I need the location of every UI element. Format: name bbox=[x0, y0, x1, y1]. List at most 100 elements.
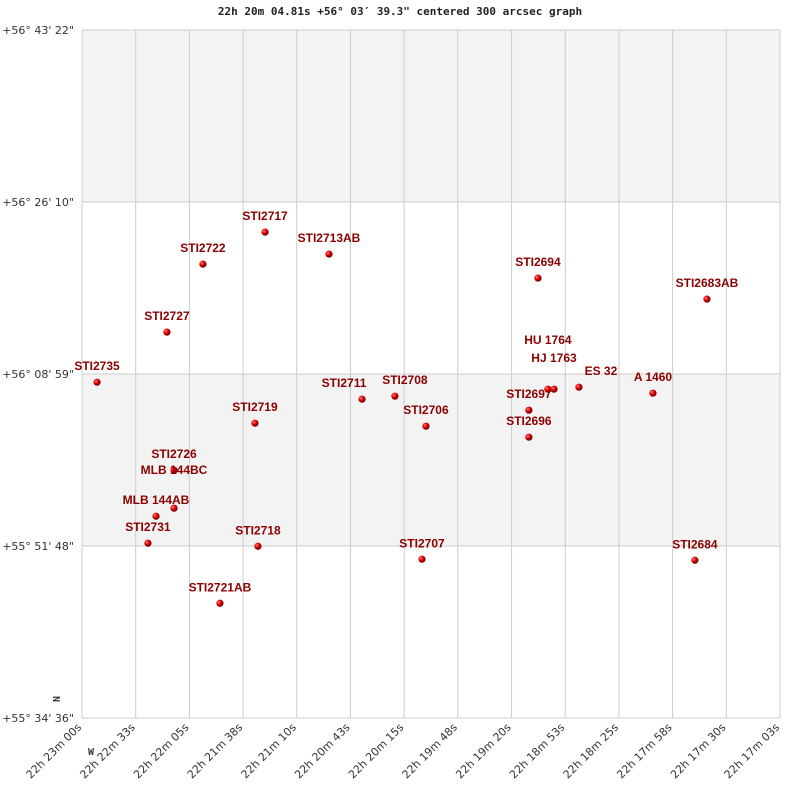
x-tick-label: 22h 18m 53s bbox=[507, 721, 568, 782]
star-label: STI2726 bbox=[151, 447, 197, 461]
star-label: MLB 144BC bbox=[141, 463, 208, 477]
star-marker[interactable] bbox=[199, 260, 207, 268]
star-point[interactable]: A 1460 bbox=[634, 370, 673, 397]
star-marker[interactable] bbox=[152, 512, 160, 520]
star-point[interactable]: STI2727 bbox=[144, 309, 190, 336]
star-marker[interactable] bbox=[525, 433, 533, 441]
star-point[interactable]: STI2735 bbox=[74, 359, 120, 386]
star-label: STI2713AB bbox=[298, 231, 361, 245]
star-label: STI2706 bbox=[403, 403, 449, 417]
y-tick-label: +56° 26' 10" bbox=[2, 196, 74, 209]
star-marker[interactable] bbox=[649, 389, 657, 397]
x-tick-label: 22h 17m 30s bbox=[668, 721, 729, 782]
x-tick-label: 22h 18m 25s bbox=[561, 721, 622, 782]
star-point[interactable]: STI2696 bbox=[506, 414, 552, 441]
star-point[interactable]: ES 32 bbox=[575, 364, 618, 391]
star-marker[interactable] bbox=[391, 392, 399, 400]
star-label: MLB 144AB bbox=[123, 493, 190, 507]
x-tick-label: 22h 22m 05s bbox=[131, 721, 192, 782]
x-tick-label: 22h 21m 38s bbox=[185, 721, 246, 782]
star-point[interactable]: STI2711 bbox=[322, 376, 367, 403]
star-marker[interactable] bbox=[170, 504, 178, 512]
x-tick-label: 22h 21m 10s bbox=[238, 721, 299, 782]
star-label: HU 1764 bbox=[524, 333, 572, 347]
star-marker[interactable] bbox=[703, 295, 711, 303]
star-marker[interactable] bbox=[358, 395, 366, 403]
star-marker[interactable] bbox=[525, 406, 533, 414]
star-label: STI2719 bbox=[232, 400, 278, 414]
star-point[interactable]: STI2726 bbox=[151, 447, 197, 474]
star-label: STI2711 bbox=[322, 376, 367, 390]
x-tick-label: 22h 20m 43s bbox=[292, 721, 353, 782]
star-point[interactable]: HU 1764 bbox=[524, 333, 572, 393]
star-point[interactable]: HJ 1763 bbox=[531, 351, 577, 393]
star-point[interactable]: STI2718 bbox=[235, 523, 281, 550]
north-marker: N bbox=[52, 696, 63, 702]
star-point[interactable]: STI2683AB bbox=[676, 276, 739, 303]
y-tick-label: +55° 34' 36" bbox=[2, 712, 74, 725]
y-tick-label: +56° 43' 22" bbox=[2, 24, 74, 37]
star-label: STI2721AB bbox=[189, 580, 252, 594]
star-point[interactable]: STI2713AB bbox=[298, 231, 361, 258]
star-point[interactable]: STI2706 bbox=[403, 403, 449, 430]
star-label: STI2718 bbox=[235, 523, 281, 537]
star-marker[interactable] bbox=[216, 599, 224, 607]
star-label: STI2694 bbox=[515, 255, 561, 269]
star-point[interactable]: STI2717 bbox=[242, 209, 288, 236]
star-point[interactable]: MLB 144BC bbox=[141, 463, 208, 512]
star-label: STI2696 bbox=[506, 414, 552, 428]
star-point[interactable]: STI2684 bbox=[672, 537, 718, 564]
star-point[interactable]: STI2694 bbox=[515, 255, 561, 282]
star-point[interactable]: STI2722 bbox=[180, 241, 226, 268]
y-tick-label: +55° 51' 48" bbox=[2, 540, 74, 553]
star-point[interactable]: STI2721AB bbox=[189, 580, 252, 607]
star-label: STI2722 bbox=[180, 241, 226, 255]
star-label: STI2727 bbox=[144, 309, 190, 323]
band bbox=[82, 30, 780, 202]
star-marker[interactable] bbox=[144, 539, 152, 547]
star-marker[interactable] bbox=[261, 228, 269, 236]
chart-title: 22h 20m 04.81s +56° 03′ 39.3" centered 3… bbox=[217, 5, 583, 18]
star-marker[interactable] bbox=[170, 466, 178, 474]
star-marker[interactable] bbox=[422, 422, 430, 430]
star-label: STI2707 bbox=[399, 536, 445, 550]
star-label: STI2683AB bbox=[676, 276, 739, 290]
star-label: STI2697 bbox=[506, 387, 552, 401]
star-label: A 1460 bbox=[634, 370, 673, 384]
x-tick-label: 22h 19m 20s bbox=[453, 721, 514, 782]
star-point[interactable]: STI2707 bbox=[399, 536, 445, 563]
star-label: STI2735 bbox=[74, 359, 120, 373]
star-label: STI2684 bbox=[672, 537, 718, 551]
star-marker[interactable] bbox=[691, 556, 699, 564]
x-tick-label: 22h 19m 48s bbox=[400, 721, 461, 782]
x-tick-label: 22h 20m 15s bbox=[346, 721, 407, 782]
star-point[interactable]: STI2708 bbox=[382, 373, 428, 400]
x-tick-label: 22h 17m 58s bbox=[614, 721, 675, 782]
star-marker[interactable] bbox=[163, 328, 171, 336]
star-label: ES 32 bbox=[585, 364, 618, 378]
star-point[interactable]: STI2719 bbox=[232, 400, 278, 427]
star-marker[interactable] bbox=[325, 250, 333, 258]
star-marker[interactable] bbox=[251, 419, 259, 427]
star-label: STI2717 bbox=[242, 209, 288, 223]
star-marker[interactable] bbox=[550, 385, 558, 393]
west-marker: W bbox=[88, 747, 95, 758]
star-label: HJ 1763 bbox=[531, 351, 577, 365]
star-point[interactable]: STI2697 bbox=[506, 387, 552, 414]
star-marker[interactable] bbox=[93, 378, 101, 386]
x-tick-label: 22h 17m 03s bbox=[722, 721, 783, 782]
star-marker[interactable] bbox=[418, 555, 426, 563]
star-marker[interactable] bbox=[534, 274, 542, 282]
star-point[interactable]: MLB 144AB bbox=[123, 493, 190, 520]
x-tick-label: 22h 22m 33s bbox=[77, 721, 138, 782]
y-tick-label: +56° 08' 59" bbox=[2, 368, 74, 381]
star-label: STI2731 bbox=[125, 520, 171, 534]
star-marker[interactable] bbox=[544, 385, 552, 393]
band bbox=[82, 374, 780, 546]
x-tick-label: 22h 23m 00s bbox=[24, 721, 85, 782]
star-marker[interactable] bbox=[254, 542, 262, 550]
star-point[interactable]: STI2731 bbox=[125, 520, 171, 547]
star-label: STI2708 bbox=[382, 373, 428, 387]
star-marker[interactable] bbox=[575, 383, 583, 391]
